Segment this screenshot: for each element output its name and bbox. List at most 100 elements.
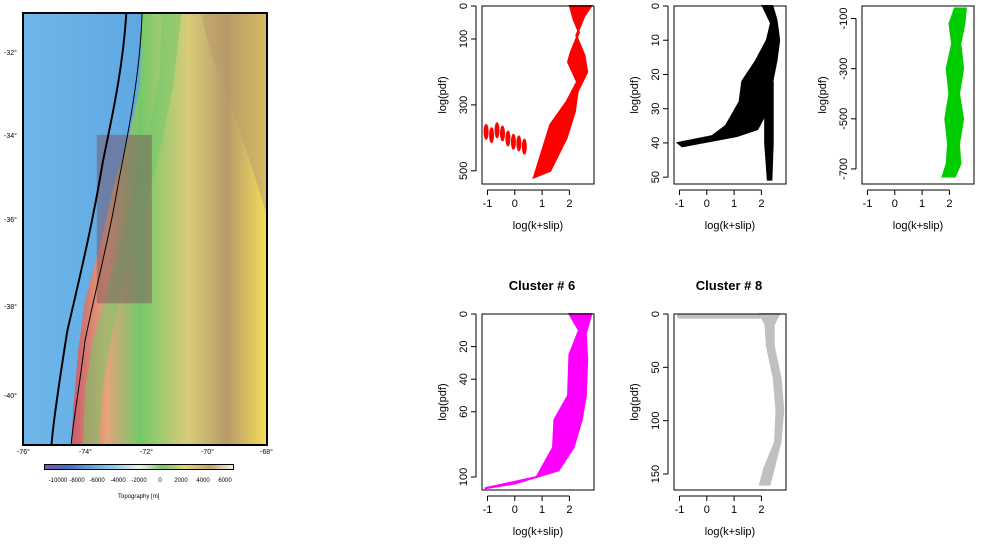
x-tick-label: 1	[731, 198, 737, 210]
plot-svg: -1 0 1 2 -100 -300 -500 -700 log(k+slip) log(pdf)	[817, 5, 975, 232]
map-lat-tick: -40°	[4, 393, 17, 400]
x-axis-title: log(k+slip)	[513, 220, 563, 232]
colorbar-tick-label: -8000	[69, 478, 85, 484]
y-tick-label: 0	[458, 3, 470, 9]
y-axis-title: log(pdf)	[629, 383, 641, 420]
x-tick-label: 2	[566, 198, 572, 210]
x-tick-label: 0	[704, 198, 710, 210]
y-tick-label: -500	[838, 108, 850, 130]
map-lat-tick: -36°	[4, 217, 17, 224]
scatter-plot-cluster-8: Cluster # 8 -1 0 1 2 0 50 100 150 log(k+slip) log…	[612, 270, 792, 545]
plot-frame	[673, 5, 787, 185]
y-tick-label: 0	[458, 311, 470, 317]
series-point	[494, 122, 500, 139]
topography-map	[22, 12, 268, 446]
map-lat-tick: -32°	[4, 50, 17, 57]
x-tick-label: 1	[539, 198, 545, 210]
colorbar-tick-label: -2000	[131, 478, 147, 484]
x-tick-label: 2	[566, 504, 572, 516]
colorbar-tick-label: 2000	[174, 478, 188, 484]
y-tick-label: 20	[458, 340, 470, 352]
plot-frame	[861, 5, 975, 185]
series-band	[675, 5, 781, 148]
y-tick-label: 60	[458, 406, 470, 418]
x-tick-label: -1	[483, 504, 493, 516]
series-band	[484, 313, 593, 490]
y-tick-label: 500	[458, 162, 470, 180]
series-point	[483, 123, 489, 140]
map-lat-tick: -38°	[4, 304, 17, 311]
y-tick-label: 100	[650, 411, 662, 429]
x-axis-title: log(k+slip)	[893, 220, 943, 232]
y-tick-label: 40	[650, 137, 662, 149]
y-tick-label: 300	[458, 96, 470, 114]
x-tick-label: 1	[919, 198, 925, 210]
series-point	[516, 135, 522, 152]
series-point	[499, 125, 505, 142]
plot-title: Cluster # 6	[508, 278, 576, 293]
series-band	[941, 7, 967, 178]
x-tick-label: 0	[892, 198, 898, 210]
y-tick-label: 100	[458, 468, 470, 486]
colorbar-title: Topography [m]	[118, 494, 160, 500]
plot-frame	[673, 313, 787, 491]
x-axis-title: log(k+slip)	[705, 220, 755, 232]
x-axis-title: log(k+slip)	[705, 526, 755, 538]
x-tick-label: 1	[539, 504, 545, 516]
y-tick-label: -700	[838, 158, 850, 180]
y-axis-title: log(pdf)	[437, 76, 449, 113]
y-tick-label: 50	[650, 361, 662, 373]
scatter-plot-black: -1 0 1 2 0 10 20 30 40 50 log(k+slip) log(pdf)	[612, 0, 792, 250]
series-point	[505, 130, 511, 147]
series-point	[521, 138, 527, 155]
scatter-plot-red: -1 0 1 2 0 100 300 500 log(k+slip) log(pdf)	[420, 0, 600, 250]
x-axis-title: log(k+slip)	[513, 526, 563, 538]
x-tick-label: -1	[483, 198, 493, 210]
y-tick-label: 20	[650, 68, 662, 80]
x-tick-label: 2	[758, 504, 764, 516]
scatter-plot-green: -1 0 1 2 -100 -300 -500 -700 log(k+slip) log(pdf)	[800, 0, 980, 250]
map-lon-tick: -76°	[17, 449, 30, 456]
y-axis-title: log(pdf)	[817, 76, 829, 113]
map-drawing	[24, 14, 266, 444]
x-tick-label: 2	[946, 198, 952, 210]
map-lon-tick: -74°	[79, 449, 92, 456]
series-band	[758, 313, 785, 486]
colorbar-tick-label: 6000	[218, 478, 232, 484]
series-spike	[764, 81, 774, 181]
y-tick-label: 100	[458, 30, 470, 48]
plot-svg: -1 0 1 2 0 100 300 500 log(k+slip) log(pdf)	[437, 3, 595, 232]
map-lat-tick: -34°	[4, 133, 17, 140]
y-tick-label: 50	[650, 171, 662, 183]
x-tick-label: 0	[512, 504, 518, 516]
x-tick-label: -1	[675, 504, 685, 516]
x-tick-label: 1	[731, 504, 737, 516]
y-tick-label: 40	[458, 373, 470, 385]
series-point	[510, 133, 516, 150]
map-lon-tick: -70°	[201, 449, 214, 456]
y-axis-title: log(pdf)	[629, 76, 641, 113]
x-tick-label: 0	[704, 504, 710, 516]
x-tick-label: 0	[512, 198, 518, 210]
y-tick-label: 150	[650, 465, 662, 483]
y-axis-title: log(pdf)	[437, 383, 449, 420]
map-lon-tick: -72°	[140, 449, 153, 456]
colorbar-tick-label: -6000	[89, 478, 105, 484]
map-lon-tick: -68°	[260, 449, 273, 456]
y-tick-label: -100	[838, 8, 850, 30]
plot-frame	[481, 313, 595, 491]
x-tick-label: -1	[863, 198, 873, 210]
y-tick-label: 0	[650, 3, 662, 9]
scatter-plot-cluster-6: Cluster # 6 -1 0 1 2 0 20 40 60 100 log(k+slip) lo…	[420, 270, 600, 545]
series-band	[532, 5, 594, 180]
y-tick-label: 10	[650, 34, 662, 46]
y-tick-label: 30	[650, 103, 662, 115]
series-point	[489, 127, 495, 144]
topography-colorbar	[44, 464, 234, 470]
y-tick-label: 0	[650, 311, 662, 317]
plot-svg: -1 0 1 2 0 50 100 150 log(k+slip) log(pdf)	[629, 311, 787, 538]
colorbar-tick-label: 0	[158, 478, 162, 484]
x-tick-label: -1	[675, 198, 685, 210]
